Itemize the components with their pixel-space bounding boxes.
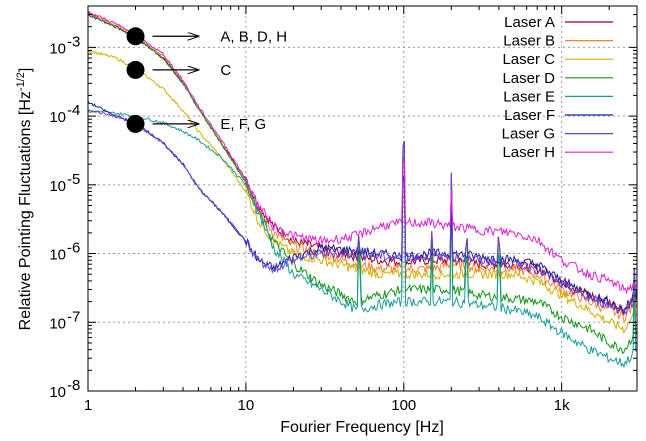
legend-label: Laser G [502, 126, 555, 143]
y-axis-title-main: Relative Pointing Fluctuations [Hz [17, 91, 34, 330]
series-line-laser-h [87, 10, 638, 295]
annotation-marker [126, 60, 145, 79]
series-line-laser-d [87, 12, 638, 355]
legend-label: Laser A [504, 14, 555, 31]
y-tick-exponent: -7 [67, 308, 80, 325]
series-line-laser-c [87, 50, 638, 335]
y-tick-exponent: -8 [67, 377, 80, 394]
x-tick-label: 10 [238, 397, 255, 414]
y-tick-label: 10 [49, 315, 66, 332]
annotation-marker [126, 114, 145, 133]
series-line-laser-e [87, 109, 638, 369]
y-tick-exponent: -4 [67, 102, 80, 119]
legend-label: Laser B [503, 33, 555, 50]
legend-label: Laser F [504, 107, 555, 124]
series-lines [87, 10, 638, 369]
y-tick-label: 10 [49, 109, 66, 126]
x-tick-label: 1 [84, 397, 92, 414]
plot-frame [87, 5, 638, 392]
y-tick-exponent: -5 [67, 171, 80, 188]
y-axis-title: Relative Pointing Fluctuations [Hz-1/2] [15, 68, 34, 331]
series-line-laser-f [87, 100, 638, 315]
y-tick-exponent: -6 [67, 240, 80, 257]
y-tick-exponent: -3 [67, 33, 80, 50]
y-tick-label: 10 [49, 178, 66, 195]
y-axis-title-tail: ] [17, 68, 34, 72]
annotation-label: C [220, 62, 231, 79]
series-line-laser-g [87, 110, 638, 316]
legend-label: Laser H [502, 144, 555, 161]
annotation-marker [126, 27, 145, 46]
y-tick-label: 10 [49, 384, 66, 401]
annotation-label: E, F, G [220, 116, 266, 133]
x-tick-label: 1k [554, 397, 570, 414]
y-axis-title-exponent: -1/2 [15, 72, 27, 91]
x-axis-title: Fourier Frequency [Hz] [280, 419, 444, 436]
series-line-laser-a [87, 14, 638, 317]
legend-label: Laser C [502, 51, 555, 68]
y-tick-label: 10 [49, 40, 66, 57]
grid-lines [88, 6, 637, 391]
legend-label: Laser E [503, 88, 555, 105]
annotations: A, B, D, H C E, F, G [126, 27, 287, 133]
y-tick-label: 10 [49, 247, 66, 264]
legend-label: Laser D [502, 70, 555, 87]
x-tick-label: 100 [391, 397, 416, 414]
annotation-label: A, B, D, H [220, 28, 287, 45]
